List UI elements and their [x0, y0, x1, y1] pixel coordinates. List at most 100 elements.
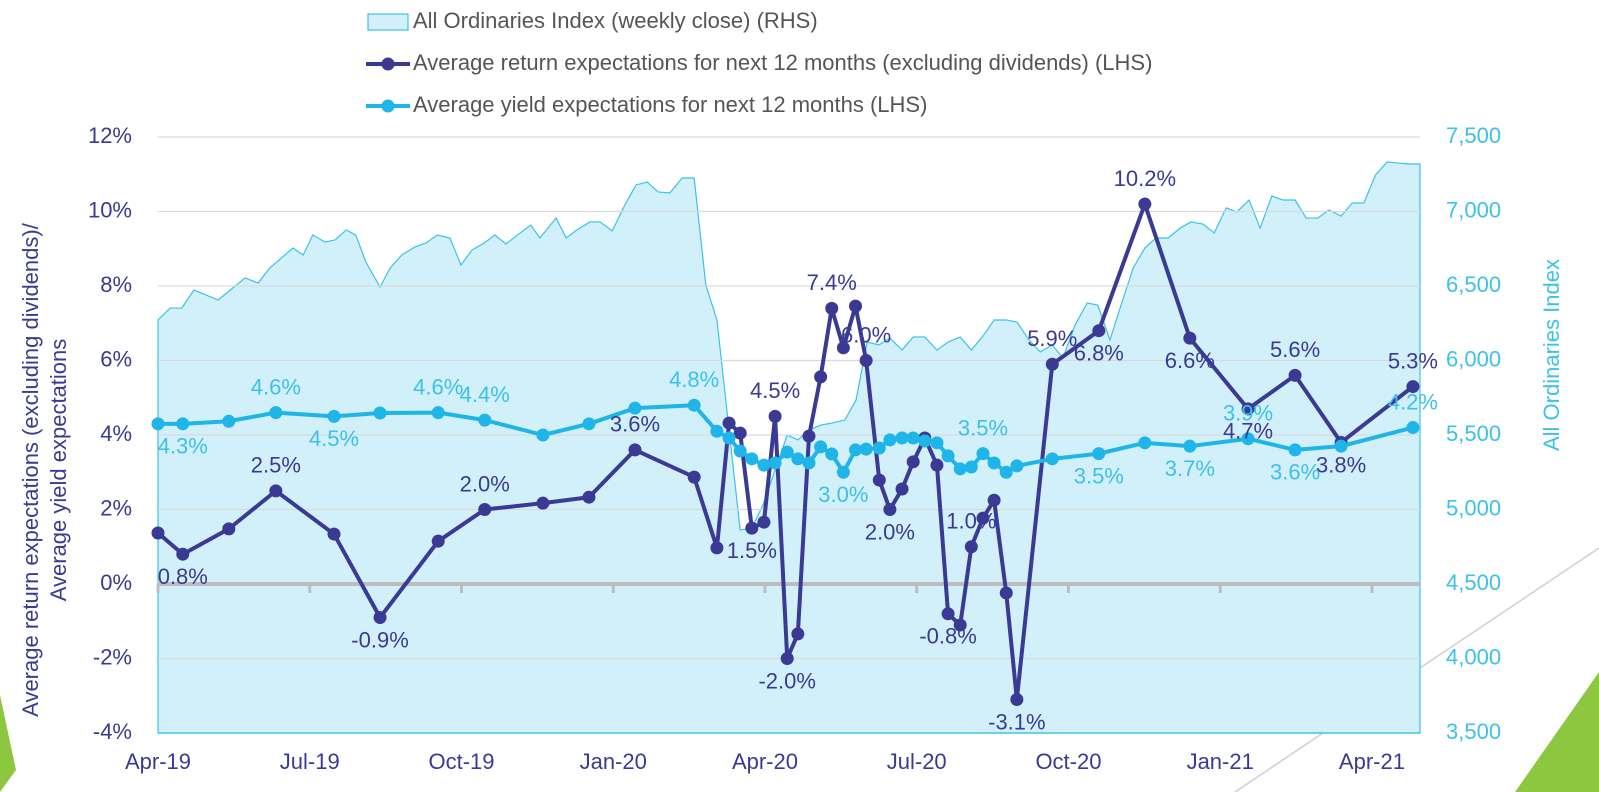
y-tick-label: -4% [93, 719, 132, 744]
marker [988, 494, 1001, 507]
marker [757, 516, 770, 529]
legend-swatch [382, 58, 395, 71]
marker [873, 442, 886, 455]
y2-tick-label: 6,000 [1446, 346, 1501, 371]
legend-label: All Ordinaries Index (weekly close) (RHS… [413, 8, 818, 33]
data-label: 3.5% [1074, 463, 1124, 488]
marker [1335, 440, 1348, 453]
marker [1092, 324, 1105, 337]
marker [745, 452, 758, 465]
marker [688, 471, 701, 484]
decor-shape [0, 695, 16, 792]
x-tick-label: Apr-21 [1339, 749, 1405, 774]
data-label: 4.5% [309, 426, 359, 451]
marker [883, 433, 896, 446]
marker [1183, 332, 1196, 345]
data-label: 5.9% [1027, 326, 1077, 351]
legend-item: Average return expectations for next 12 … [366, 50, 1152, 75]
data-label: -0.9% [351, 627, 408, 652]
marker [942, 607, 955, 620]
marker [582, 491, 595, 504]
marker [883, 503, 896, 516]
y-tick-label: 6% [100, 346, 132, 371]
marker [896, 483, 909, 496]
marker [688, 399, 701, 412]
marker [374, 407, 387, 420]
y-axis-label: Average return expectations (excluding d… [18, 222, 43, 717]
marker [1046, 358, 1059, 371]
data-label: 4.6% [251, 374, 301, 399]
data-label: -2.0% [758, 668, 815, 693]
data-label: 3.0% [818, 482, 868, 507]
data-label: 5.3% [1388, 348, 1438, 373]
legend-swatch [368, 14, 408, 30]
marker [769, 410, 782, 423]
y2-tick-label: 5,000 [1446, 495, 1501, 520]
data-label: 4.5% [750, 378, 800, 403]
x-tick-label: Apr-20 [732, 749, 798, 774]
data-label: 7.4% [807, 270, 857, 295]
legend-swatch [382, 100, 395, 113]
marker [860, 443, 873, 456]
y-tick-label: 0% [100, 570, 132, 595]
marker [222, 415, 235, 428]
data-label: 0.8% [158, 564, 208, 589]
data-label: 4.3% [158, 434, 208, 459]
x-tick-label: Jul-20 [887, 749, 947, 774]
marker [536, 429, 549, 442]
marker [710, 425, 723, 438]
data-label: -3.1% [988, 709, 1045, 734]
legend-item: Average yield expectations for next 12 m… [366, 92, 927, 117]
data-label: 3.6% [1270, 460, 1320, 485]
marker [954, 462, 967, 475]
marker [814, 370, 827, 383]
marker [1010, 459, 1023, 472]
marker [942, 449, 955, 462]
data-label: -0.8% [919, 624, 976, 649]
marker [176, 548, 189, 561]
marker [1138, 198, 1151, 211]
chart: -4%-2%0%2%4%6%8%10%12%3,5004,0004,5005,0… [0, 0, 1599, 792]
marker [734, 445, 747, 458]
decor-shape [1515, 672, 1599, 792]
marker [1010, 693, 1023, 706]
marker [269, 484, 282, 497]
marker [710, 541, 723, 554]
data-label: 3.8% [1316, 452, 1366, 477]
y2-tick-label: 6,500 [1446, 272, 1501, 297]
marker [734, 427, 747, 440]
marker [1289, 369, 1302, 382]
marker [907, 431, 920, 444]
marker [628, 443, 641, 456]
marker [1289, 443, 1302, 456]
marker [1183, 440, 1196, 453]
marker [791, 452, 804, 465]
data-label: 6.8% [1074, 341, 1124, 366]
marker [781, 652, 794, 665]
data-label: 4.4% [460, 382, 510, 407]
y-tick-label: 4% [100, 421, 132, 446]
legend-item: All Ordinaries Index (weekly close) (RHS… [368, 8, 818, 33]
marker [791, 627, 804, 640]
x-tick-label: Oct-19 [428, 749, 494, 774]
marker [1046, 452, 1059, 465]
data-label: 4.6% [413, 374, 463, 399]
y-axis-label: Average yield expectations [46, 339, 71, 602]
marker [176, 417, 189, 430]
y-tick-label: 8% [100, 272, 132, 297]
marker [328, 528, 341, 541]
y-tick-label: 12% [88, 123, 132, 148]
y2-tick-label: 3,500 [1446, 719, 1501, 744]
y2-axis-label: All Ordinaries Index [1539, 259, 1564, 451]
marker [965, 461, 978, 474]
marker [930, 459, 943, 472]
y-tick-label: 10% [88, 197, 132, 222]
marker [1092, 447, 1105, 460]
marker [582, 417, 595, 430]
marker [432, 406, 445, 419]
data-label: 5.6% [1270, 337, 1320, 362]
y2-tick-label: 5,500 [1446, 421, 1501, 446]
marker [849, 300, 862, 313]
x-tick-label: Apr-19 [125, 749, 191, 774]
marker [745, 522, 758, 535]
